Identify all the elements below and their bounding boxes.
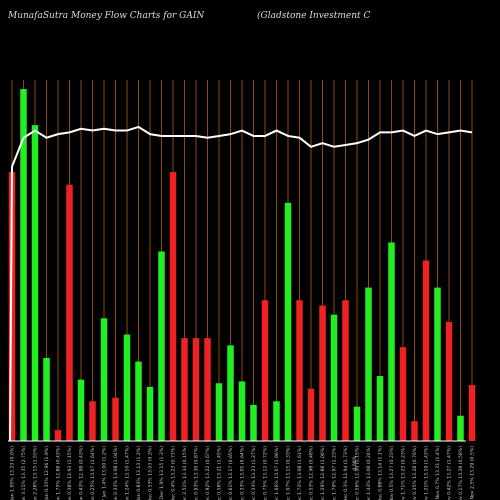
bar-fri-20-dec [215, 383, 223, 441]
x-tick-label: Tue 14 Jan 0.35% 12.96 (1.9%) [44, 446, 50, 500]
x-tick-label: Tue 26 Nov 0.35% 13.28 (0.76%) [412, 446, 418, 500]
x-tick-label: Wed 18 Dec 0.33% 13.05 (0.64%) [240, 446, 246, 500]
x-tick-label: Wed 04 Dec 0.56% 12.99 (0.15%) [355, 446, 361, 500]
bar-fri-29-nov [388, 242, 395, 441]
x-tick-label: Thu 16 Jan 3.11% 13.35 (2.75%) [21, 446, 27, 500]
bar-mon-16-dec [261, 300, 269, 441]
x-tick-label: Mon 02 Dec 0.88% 13.14 (1.1%) [378, 446, 384, 500]
bar-mon-02-dec [376, 376, 384, 441]
bar-thu-09-jan [77, 379, 85, 441]
bar-wed-20-nov [457, 415, 464, 441]
x-tick-label: Mon 06 Jan 0.33% 13.08 (1.04%) [113, 446, 119, 500]
bar-fri-06-dec [330, 314, 338, 441]
bar-mon-30-dec [158, 251, 165, 441]
chart-title: MunafaSutra Money Flow Charts for GAIN [8, 11, 205, 21]
x-tick-label: Mon 30 Dec 1.9% 13.15 (1.3%) [159, 446, 165, 500]
x-tick-label: Fri 06 Dec 1.79% 12.97 (1.23%) [332, 446, 338, 500]
chart-subtitle: (Gladstone Investment C [257, 11, 371, 21]
bar-mon-09-dec [319, 305, 326, 441]
x-tick-label: Fri 29 Nov 0.5% 13.27 (0.23%) [389, 446, 395, 500]
x-tick-label: Fri 20 Dec 0.58% 13.21 (1.45%) [217, 446, 223, 500]
x-tick-label: Wed 20 Nov 0.17% 13.28 (0.58%) [458, 446, 464, 500]
bar-fri-22-nov [434, 287, 441, 441]
x-tick-label: Mon 13 Jan 1.75% 12.88 (0.43%) [56, 446, 62, 500]
x-tick-label: Tue 19 Nov 2.5% 13.29 (0.5%) [470, 446, 476, 500]
money-flow-line [9, 125, 473, 442]
x-tick-label: Thu 09 Jan 0.43% 12.98 (0.43%) [79, 446, 85, 500]
bar-thu-12-dec [284, 202, 292, 441]
x-tick-label: Mon 16 Dec 0.75% 13.12 (0.72%) [263, 446, 269, 500]
bar-tue-19-nov [468, 385, 476, 441]
bar-tue-31-dec [146, 386, 154, 441]
bar-fri-13-dec [273, 401, 280, 441]
bar-fri-10-jan [66, 184, 73, 441]
bar-series [8, 89, 476, 442]
x-tick-label: Thu 26 Dec 2.51% 13.34 (0.15%) [182, 446, 188, 500]
bar-wed-15-jan [31, 125, 39, 441]
bar-thu-16-jan [20, 89, 27, 442]
bar-tue-24-dec [192, 338, 200, 441]
x-tick-label: Fri 27 Dec 0.4% 13.23 (0.73%) [171, 446, 177, 500]
x-tick-label: Mon 25 Nov 1.21% 13.19 (1.43%) [424, 446, 430, 500]
bar-tue-14-jan [43, 357, 50, 441]
bar-tue-03-dec [365, 287, 372, 441]
x-tick-label: Tue 10 Dec 0.53% 12.98 (0.48%) [309, 446, 315, 500]
bar-thu-21-nov [445, 321, 453, 441]
x-tick-label: Tue 07 Jan 1.4% 13.00 (1.2%) [102, 446, 108, 500]
bar-tue-10-dec [307, 388, 315, 441]
bar-tue-26-nov [411, 421, 418, 441]
x-tick-label: Wed 15 Jan 2.28% 13.15 (1.55%) [33, 446, 39, 500]
x-tick-label: Fri 10 Jan 0.38% 12.93 (1.15%) [67, 446, 73, 500]
x-tick-label: Tue 24 Dec 0.93% 13.30 (0.87%) [194, 446, 200, 500]
x-tick-label: Fri 13 Dec 1.66% 13.07 (1.96%) [274, 446, 280, 500]
bar-thu-19-dec [227, 345, 234, 441]
x-tick-label: Wed 11 Dec 1.72% 13.08 (1.61%) [297, 446, 303, 500]
x-tick-label: Fri 22 Nov 0.7% 13.31 (1.4%) [435, 446, 441, 500]
bar-fri-17-jan [8, 172, 16, 441]
bar-thu-02-jan [135, 361, 142, 441]
bar-wed-08-jan [89, 401, 96, 441]
bar-wed-04-dec [353, 406, 361, 441]
x-tick-label: Thu 19 Dec 0.61% 13.17 (0.65%) [228, 446, 234, 500]
x-tick-label: Thu 21 Nov 0.42% 13.27 (1.47%) [447, 446, 453, 500]
bar-thu-26-dec [181, 338, 188, 441]
bar-wed-18-dec [238, 381, 246, 441]
bar-wed-27-nov [399, 347, 407, 441]
x-tick-label: Mon 09 Dec 1.29% 12.88 (1.06%) [320, 446, 326, 500]
x-tick-label: Fri 03 Jan 1.24% 13.10 (1.47%) [125, 446, 131, 500]
bar-fri-03-jan [123, 334, 131, 441]
annotation-label: 0.08% [352, 455, 358, 470]
bar-mon-25-nov [422, 260, 430, 441]
x-tick-label: Thu 05 Dec 0.3% 12.94 (1.73%) [343, 446, 349, 500]
x-tick-label: Tue 31 Dec 0.53% 13.03 (0.3%) [148, 446, 154, 500]
x-tick-label: Thu 12 Dec 1.07% 13.15 (0.33%) [286, 446, 292, 500]
bar-mon-23-dec [204, 338, 211, 441]
x-tick-label: Tue 17 Dec 0.33% 13.23 (1.27%) [251, 446, 257, 500]
x-tick-label: Tue 03 Dec 1.43% 13.08 (0.24%) [366, 446, 372, 500]
bar-mon-13-jan [54, 430, 62, 441]
bar-fri-27-dec [169, 172, 177, 441]
x-tick-label: Wed 08 Jan 0.25% 13.07 (1.64%) [90, 446, 96, 500]
x-tick-label: Fri 17 Jan 1.05% 13.33 (0.0%) [10, 446, 16, 500]
x-tick-labels: Fri 17 Jan 1.05% 13.33 (0.0%) Thu 16 Jan … [10, 446, 476, 500]
x-tick-label: Mon 23 Dec 0.92% 13.22 (0.67%) [205, 446, 211, 500]
x-tick-label: Wed 27 Nov 1.71% 13.23 (0.23%) [401, 446, 407, 500]
bar-wed-11-dec [296, 300, 303, 441]
bar-tue-17-dec [250, 404, 257, 441]
bar-mon-06-jan [112, 397, 119, 441]
x-tick-label: Thu 02 Jan 0.83% 13.13 (1.2%) [136, 446, 142, 500]
bar-thu-05-dec [342, 300, 349, 441]
bar-tue-07-jan [100, 318, 108, 441]
